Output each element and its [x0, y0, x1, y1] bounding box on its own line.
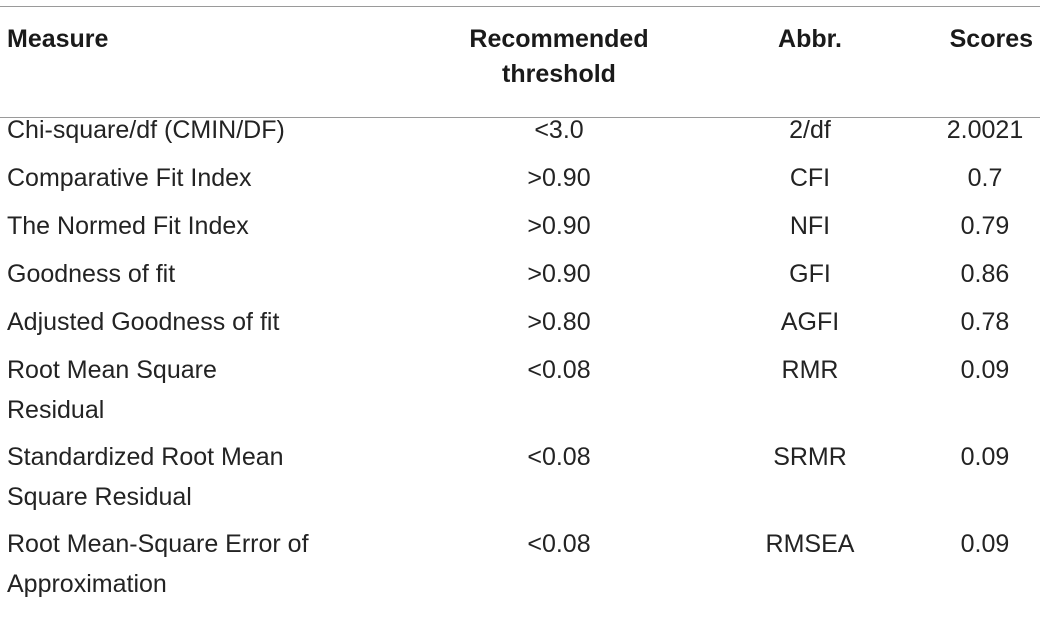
measure-line1: Root Mean Square — [7, 356, 217, 384]
measure-line2: Square Residual — [7, 483, 192, 511]
table-row: Standardized Root Mean Square Residual <… — [0, 437, 1040, 524]
measure-line1: Root Mean-Square Error of — [7, 530, 309, 558]
cell-abbr: RMR — [781, 356, 839, 384]
table-row: The Normed Fit Index >0.90 NFI 0.79 — [0, 206, 1040, 254]
cell-threshold: >0.80 — [527, 308, 591, 336]
measure-line1: Goodness of fit — [7, 260, 176, 288]
cell-threshold: <0.08 — [527, 356, 591, 384]
header-recommended-threshold: Recommended threshold — [400, 0, 718, 95]
table-header-rule — [0, 117, 1040, 118]
table-row: Root Mean Square Residual <0.08 RMR 0.09 — [0, 350, 1040, 437]
table-row: Adjusted Goodness of fit >0.80 AGFI 0.78 — [0, 302, 1040, 350]
cell-threshold: <0.08 — [527, 530, 591, 558]
cell-threshold: <3.0 — [534, 116, 584, 144]
header-threshold-line2: threshold — [502, 60, 616, 88]
cell-measure: Comparative Fit Index — [0, 158, 400, 206]
cell-abbr: 2/df — [789, 116, 831, 144]
measure-line1: Comparative Fit Index — [7, 164, 252, 192]
cell-measure: Standardized Root Mean Square Residual — [0, 437, 400, 524]
cell-measure: Root Mean-Square Error of Approximation — [0, 524, 400, 611]
cell-threshold: <0.08 — [527, 443, 591, 471]
cell-abbr: RMSEA — [765, 530, 855, 558]
cell-threshold: >0.90 — [527, 212, 591, 240]
cell-score: 0.79 — [960, 212, 1010, 240]
cell-threshold: >0.90 — [527, 260, 591, 288]
cell-abbr: NFI — [789, 212, 831, 240]
cell-measure: Root Mean Square Residual — [0, 350, 400, 437]
cell-measure: Goodness of fit — [0, 254, 400, 302]
header-threshold-line1: Recommended — [469, 25, 649, 53]
table-header: Measure Recommended threshold Abbr. Scor… — [0, 0, 1040, 95]
cell-measure: Adjusted Goodness of fit — [0, 302, 400, 350]
cell-score: 0.78 — [960, 308, 1010, 336]
table-body: Chi-square/df (CMIN/DF) <3.0 2/df 2.0021… — [0, 95, 1040, 611]
cell-score: 0.09 — [960, 530, 1010, 558]
cell-score: 0.09 — [960, 356, 1010, 384]
header-scores: Scores — [949, 25, 1033, 53]
cell-abbr: GFI — [789, 260, 831, 288]
measure-line2: Approximation — [7, 570, 167, 598]
cell-threshold: >0.90 — [527, 164, 591, 192]
cell-measure: Chi-square/df (CMIN/DF) — [0, 95, 400, 158]
cell-abbr: SRMR — [773, 443, 847, 471]
measure-line1: Standardized Root Mean — [7, 443, 284, 471]
header-abbr: Abbr. — [778, 25, 842, 53]
measure-line1: Chi-square/df (CMIN/DF) — [7, 116, 285, 144]
measure-line1: The Normed Fit Index — [7, 212, 249, 240]
cell-score: 2.0021 — [946, 116, 1024, 144]
table-row: Goodness of fit >0.90 GFI 0.86 — [0, 254, 1040, 302]
table-row: Root Mean-Square Error of Approximation … — [0, 524, 1040, 611]
cell-abbr: CFI — [789, 164, 831, 192]
table-row: Comparative Fit Index >0.90 CFI 0.7 — [0, 158, 1040, 206]
cell-score: 0.09 — [960, 443, 1010, 471]
table-top-rule — [0, 6, 1040, 7]
cell-abbr: AGFI — [780, 308, 840, 336]
measure-line2: Residual — [7, 396, 105, 424]
measure-line1: Adjusted Goodness of fit — [7, 308, 280, 336]
header-row: Measure Recommended threshold Abbr. Scor… — [0, 0, 1040, 95]
table-row: Chi-square/df (CMIN/DF) <3.0 2/df 2.0021 — [0, 95, 1040, 158]
header-measure: Measure — [7, 25, 109, 53]
cell-measure: The Normed Fit Index — [0, 206, 400, 254]
cell-score: 0.86 — [960, 260, 1010, 288]
cell-score: 0.7 — [967, 164, 1003, 192]
